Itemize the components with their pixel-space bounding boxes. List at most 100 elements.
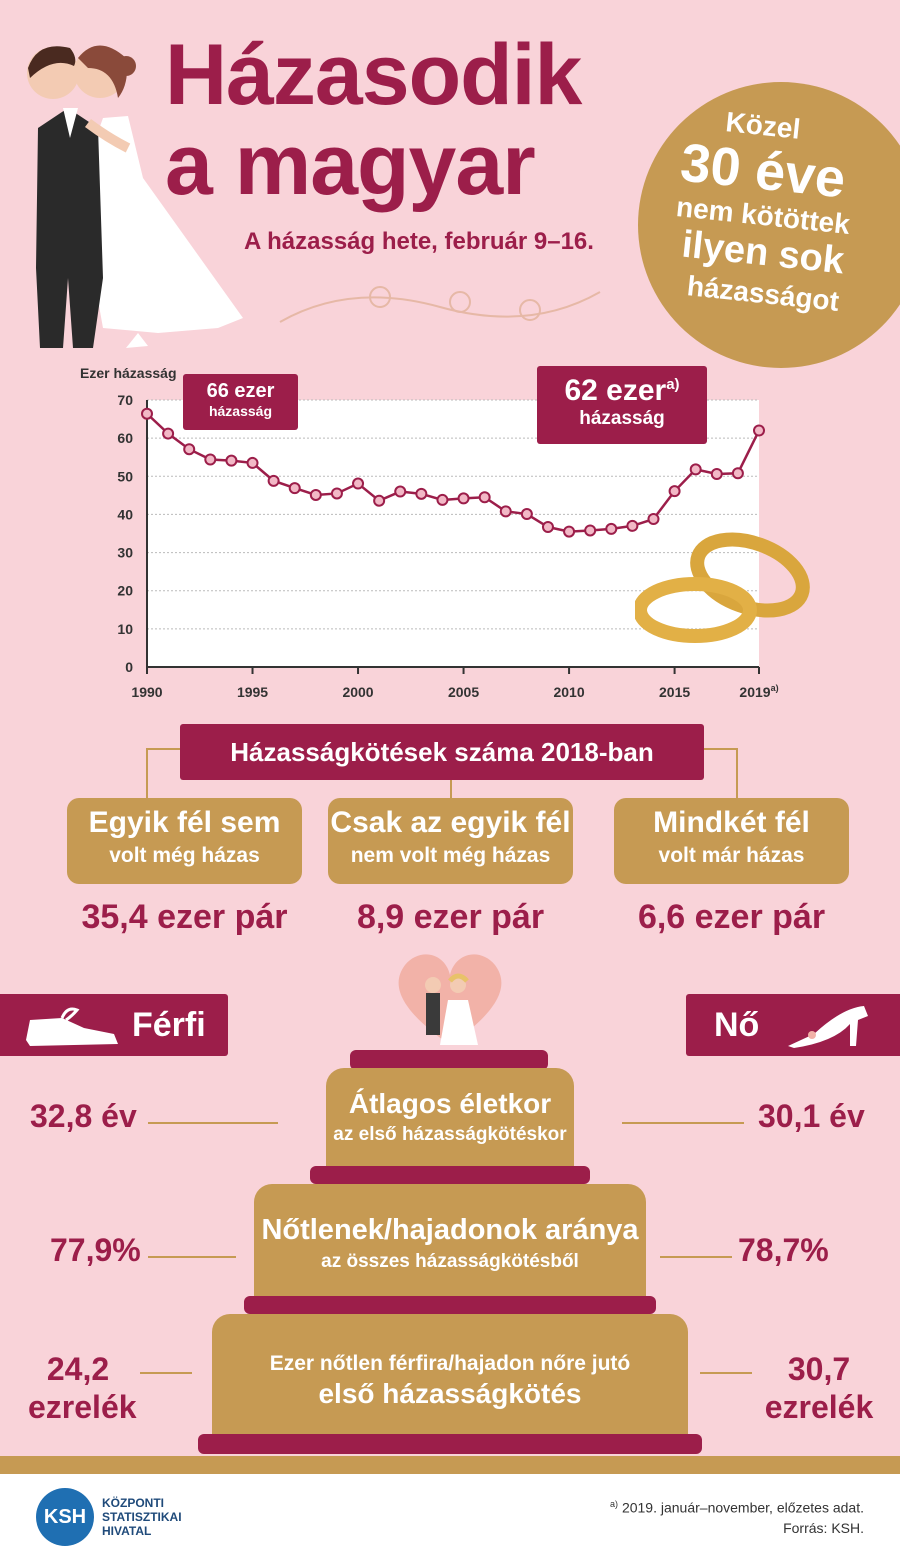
tier2-text: Nőtlenek/hajadonok aránya az összes háza…	[254, 1214, 646, 1273]
connector-line	[148, 1256, 236, 1258]
tier1-text: Átlagos életkor az első házasságkötéskor	[326, 1088, 574, 1146]
data-point	[541, 521, 554, 534]
marriages-line-chart: 0 10 20 30 40 50 60 70 1990 1995 2000 2005 2010 2015…	[75, 360, 835, 720]
data-point	[499, 505, 512, 518]
tier2-line2: az összes házasságkötésből	[321, 1251, 579, 1272]
highlight-badge: Közel 30 éve nem kötöttek ilyen sok háza…	[638, 82, 900, 368]
data-point	[352, 477, 365, 490]
title-line-1: Házasodik	[165, 27, 582, 123]
tier3-text: Ezer nőtlen férfira/hajadon nőre jutó el…	[212, 1352, 688, 1410]
y-tick-label: 10	[117, 621, 133, 637]
tier1-line1: Átlagos életkor	[348, 1088, 552, 1119]
connector	[450, 780, 452, 798]
cake-top-plate	[350, 1050, 548, 1070]
data-point	[330, 487, 343, 500]
data-point	[584, 524, 597, 537]
connector	[704, 748, 738, 750]
stat-label-line1: Csak az egyik fél	[330, 806, 571, 839]
data-point	[478, 491, 491, 504]
data-point	[415, 487, 428, 500]
cake-tier-1	[326, 1068, 574, 1172]
data-point	[288, 482, 301, 495]
data-point	[689, 463, 702, 476]
stat-box-one-married: Csak az egyik fél nem volt még házas	[328, 798, 573, 884]
footnote-mark: a)	[610, 1499, 619, 1509]
data-point	[647, 513, 660, 526]
ksh-logo: KSH	[36, 1488, 94, 1546]
stat-box-both-married: Mindkét fél volt már házas	[614, 798, 849, 884]
connector	[736, 748, 738, 798]
cake-tier-2	[254, 1184, 646, 1300]
female-avg-age: 30,1 év	[758, 1098, 865, 1134]
org-line-3: HIVATAL	[102, 1524, 152, 1538]
footer-stripe	[0, 1456, 900, 1474]
footnote: a) 2019. január–november, előzetes adat.…	[610, 1494, 864, 1538]
data-point	[520, 508, 533, 521]
connector-line	[700, 1372, 752, 1374]
female-first-marriage-rate: 30,7 ezrelék	[764, 1350, 874, 1426]
callout-start-sub: házasság	[208, 403, 273, 419]
callout-start-value: 66 ezer	[206, 380, 275, 402]
org-name: KÖZPONTI STATISZTIKAI HIVATAL	[102, 1496, 182, 1538]
couple-illustration-icon	[27, 45, 243, 348]
data-point	[204, 453, 217, 466]
data-point	[668, 485, 681, 498]
y-tick-label: 60	[117, 430, 133, 446]
connector	[146, 748, 180, 750]
callout-end-note: a)	[666, 376, 680, 393]
tier3-line2: első házasságkötés	[318, 1378, 582, 1409]
stat-box-none-married: Egyik fél sem volt még házas	[67, 798, 302, 884]
source-text: Forrás: KSH.	[783, 1519, 864, 1536]
y-axis-label: Ezer házasság	[80, 365, 177, 381]
male-first-marriage-rate: 24,2 ezrelék	[28, 1350, 137, 1426]
tier3-line1: Ezer nőtlen férfira/hajadon nőre jutó	[269, 1352, 631, 1375]
x-tick-label: 2015	[659, 684, 690, 700]
male-unmarried-share: 77,9%	[50, 1232, 141, 1268]
female-label: Nő	[714, 1006, 760, 1044]
data-point	[373, 494, 386, 507]
x-tick-label: 2005	[448, 684, 479, 700]
stats-title: Házasságkötések száma 2018-ban	[180, 724, 704, 780]
data-point	[626, 519, 639, 532]
data-point	[457, 492, 470, 505]
tab-female: Nő	[686, 994, 900, 1056]
connector	[146, 748, 148, 798]
data-point	[605, 522, 618, 535]
connector-line	[140, 1372, 192, 1374]
x-tick-label: 2010	[553, 684, 584, 700]
stat-label-line1: Mindkét fél	[653, 806, 810, 839]
male-rate-unit: ezrelék	[28, 1389, 137, 1425]
x-tick-label: 2019a)	[739, 683, 778, 700]
heart-topper-icon	[398, 954, 502, 1045]
cake-tier-3	[212, 1314, 688, 1438]
tier1-line2: az első házasságkötéskor	[333, 1124, 567, 1145]
x-tick-label: 1990	[131, 684, 162, 700]
cake-band-1	[310, 1166, 590, 1184]
data-point	[183, 443, 196, 456]
female-unmarried-share: 78,7%	[738, 1232, 829, 1268]
page-subtitle: A házasság hete, február 9–16.	[244, 228, 594, 255]
data-point	[225, 454, 238, 467]
callout-end-value: 62 ezer	[564, 374, 667, 407]
data-point	[563, 525, 576, 538]
data-point	[309, 488, 322, 501]
tab-male: Férfi	[0, 994, 228, 1056]
female-shoe-icon	[788, 1006, 868, 1048]
connector-line	[622, 1122, 744, 1124]
x-tick-label: 1995	[237, 684, 268, 700]
data-point	[162, 427, 175, 440]
connector-line	[660, 1256, 732, 1258]
male-shoe-icon	[26, 1007, 118, 1046]
page-title: Házasodik a magyar	[165, 30, 665, 210]
stat-value-none-married: 35,4 ezer pár	[81, 898, 288, 936]
y-tick-label: 0	[125, 659, 133, 675]
stat-label-line1: Egyik fél sem	[88, 806, 281, 839]
stat-label-line2: volt már házas	[658, 844, 805, 867]
data-point	[394, 485, 407, 498]
stat-label-line2: nem volt még házas	[350, 844, 551, 867]
connector-line	[148, 1122, 278, 1124]
data-point	[141, 407, 153, 420]
data-point	[436, 493, 449, 506]
data-point	[710, 467, 723, 480]
y-tick-label: 70	[117, 392, 133, 408]
